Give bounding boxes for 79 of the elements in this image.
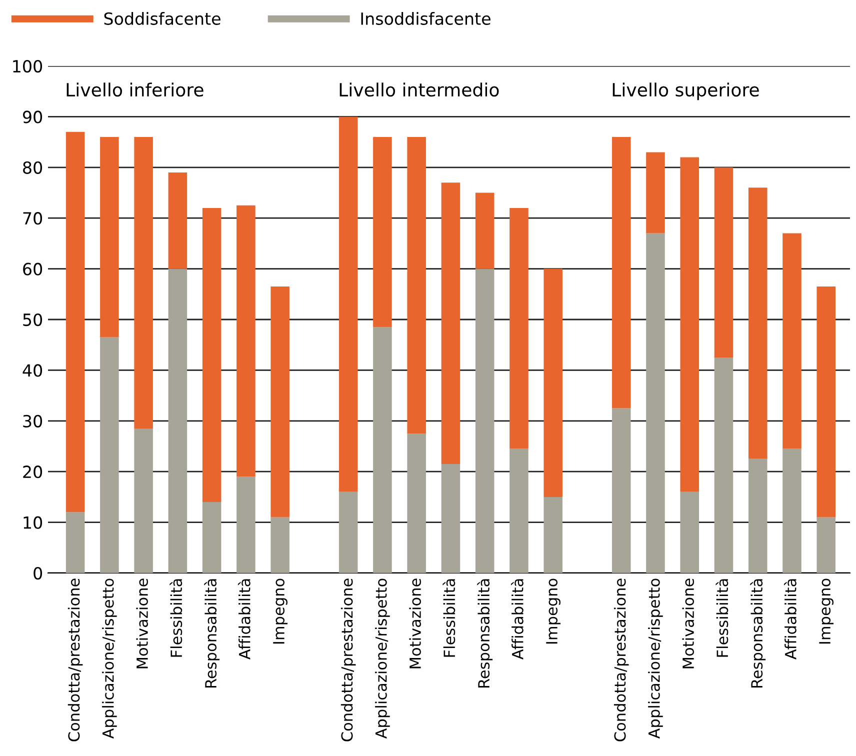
bar	[100, 337, 119, 573]
x-tick-label: Impegno	[819, 578, 834, 644]
x-tick-label: Applicazione/rispetto	[648, 578, 663, 739]
bar	[66, 132, 85, 512]
legend-label: Insoddisfacente	[361, 12, 490, 25]
x-tick-label: Affidabilità	[784, 579, 796, 660]
x-tick-label: Impegno	[546, 578, 560, 644]
bar	[100, 136, 119, 338]
bar	[475, 268, 494, 573]
bar	[270, 517, 290, 573]
x-tick-label: Motivazione	[682, 578, 694, 668]
x-tick-label: Condotta/prestazione	[614, 578, 629, 742]
bar	[816, 517, 836, 573]
bar	[66, 512, 85, 573]
bar	[236, 205, 256, 477]
y-tick-label: 50	[23, 313, 42, 326]
y-tick-label: 0	[34, 566, 42, 580]
x-tick-label: Flessibilità	[716, 579, 728, 657]
bar	[544, 268, 562, 497]
bar	[612, 408, 631, 573]
bar	[680, 492, 699, 573]
bar	[510, 448, 528, 573]
annotation: Livello intermedio	[340, 82, 499, 97]
bar	[714, 358, 734, 573]
bar	[134, 136, 153, 429]
x-tick-label: Motivazione	[409, 578, 422, 668]
bar	[373, 327, 392, 573]
bar	[407, 136, 426, 434]
y-tick-label: 60	[23, 262, 42, 276]
bar	[236, 476, 256, 573]
x-tick-label: Motivazione	[136, 578, 148, 668]
x-tick-label: Flessibilità	[170, 579, 182, 657]
y-tick-label: 80	[23, 161, 42, 174]
bar	[338, 492, 358, 573]
x-tick-label: Impegno	[273, 578, 288, 644]
bar	[782, 233, 802, 449]
bar	[407, 434, 426, 573]
x-tick-label: Applicazione/rispetto	[375, 578, 390, 739]
annotation: Livello inferiore	[66, 82, 204, 97]
y-tick-label: 30	[23, 414, 42, 428]
bar	[544, 496, 562, 573]
bar	[338, 116, 358, 492]
x-tick-label: Affidabilità	[238, 579, 250, 660]
x-tick-label: Responsabilità	[477, 579, 493, 688]
legend-label: Soddisfacente	[104, 12, 220, 25]
x-tick-label: Applicazione/rispetto	[102, 578, 117, 739]
y-tick-label: 40	[22, 364, 42, 377]
bar	[714, 167, 734, 358]
annotation: Livello superiore	[612, 82, 759, 100]
x-tick-label: Condotta/prestazione	[68, 578, 83, 742]
bar	[816, 286, 836, 518]
x-tick-label: Affidabilità	[510, 579, 524, 660]
bar	[202, 502, 222, 573]
bar	[782, 448, 802, 573]
x-tick-label: Flessibilità	[442, 579, 456, 657]
y-tick-label: 100	[13, 60, 42, 73]
bar	[680, 157, 699, 492]
bar	[748, 458, 768, 573]
x-tick-label: Condotta/prestazione	[340, 578, 356, 742]
y-tick-label: 90	[22, 110, 42, 124]
bar	[441, 464, 460, 573]
y-tick-label: 10	[24, 516, 42, 529]
bar	[475, 192, 494, 269]
x-tick-label: Responsabilità	[204, 579, 220, 688]
bar	[748, 188, 768, 459]
bar	[134, 428, 153, 573]
bar	[168, 172, 188, 269]
bar	[202, 208, 222, 502]
bar	[612, 136, 631, 408]
y-tick-label: 20	[23, 466, 42, 478]
bar	[510, 208, 528, 449]
y-tick-label: 70	[23, 212, 42, 225]
bar	[646, 152, 665, 234]
bar	[373, 136, 392, 328]
bar	[646, 233, 665, 573]
bar	[270, 286, 290, 518]
bar	[441, 182, 460, 464]
x-tick-label: Responsabilità	[750, 579, 766, 688]
bar	[168, 268, 188, 573]
